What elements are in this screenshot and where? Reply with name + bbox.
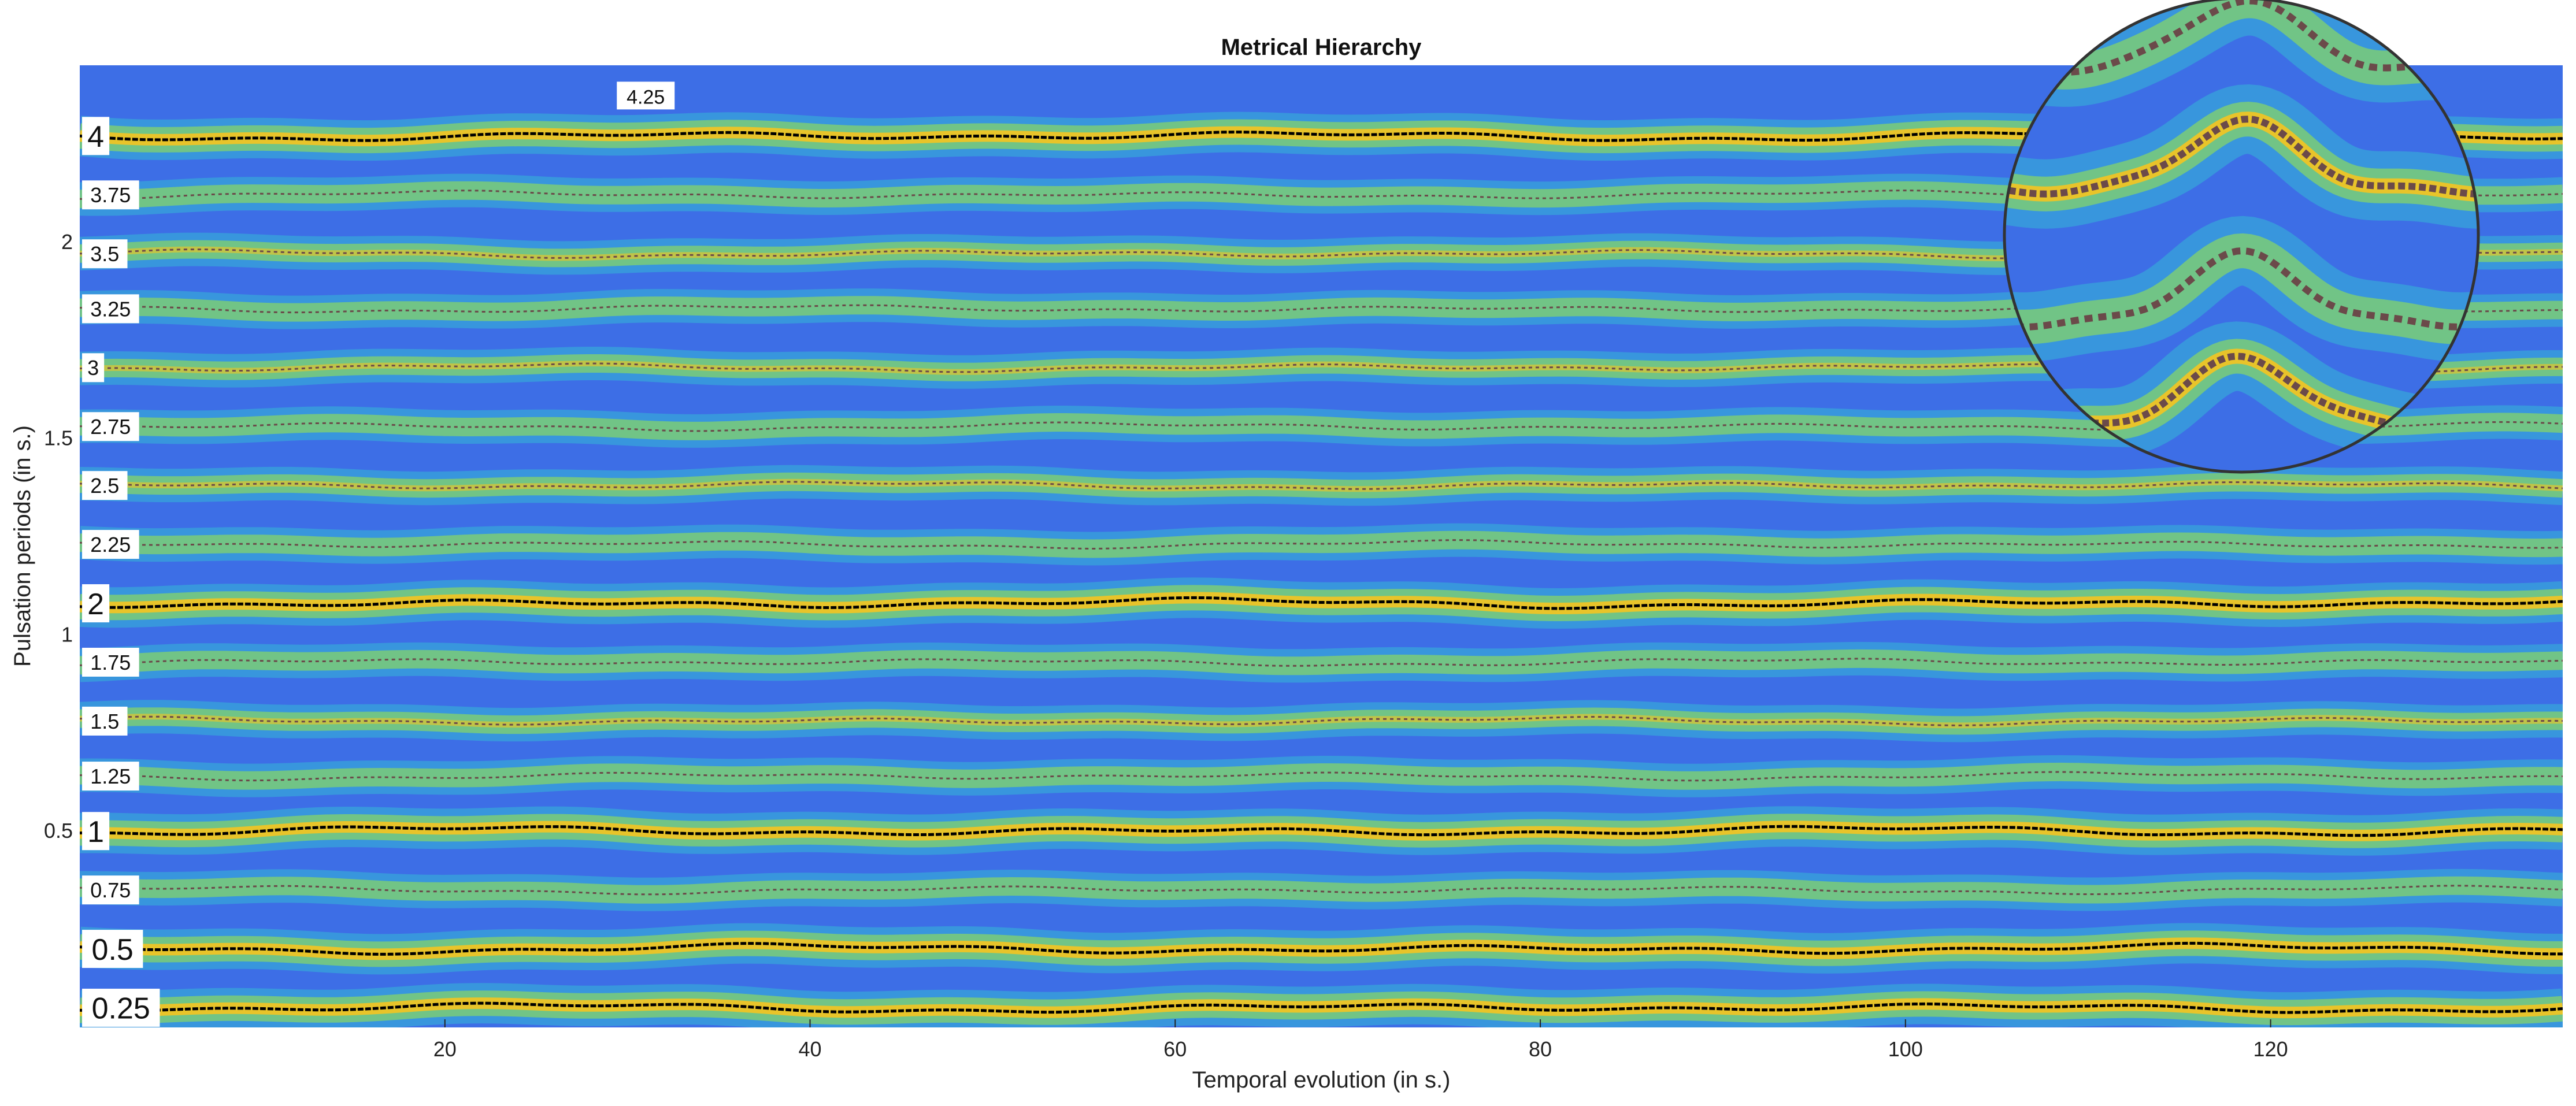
secondary-tracking-curve — [80, 885, 2563, 896]
y-tick-label: 0.5 — [44, 819, 73, 843]
level-label: 2.25 — [90, 533, 131, 556]
level-label-box — [82, 706, 128, 736]
inset-tracking-curve — [2004, 247, 2478, 331]
level-label: 2.75 — [90, 415, 131, 439]
y-axis-label: Pulsation periods (in s.) — [10, 425, 35, 667]
secondary-tracking-curve — [80, 771, 2563, 782]
level-label: 0.25 — [92, 992, 150, 1026]
level-label: 2.5 — [90, 474, 119, 498]
level-label-box — [617, 81, 675, 110]
level-label: 2 — [87, 588, 104, 621]
y-tick-label: 1 — [61, 622, 73, 646]
level-label: 3.5 — [90, 242, 119, 266]
level-label-box — [82, 412, 139, 441]
main-tracking-curve — [80, 1001, 2563, 1014]
main-tracking-curve — [80, 825, 2563, 837]
level-label-box — [82, 930, 143, 968]
y-tick-label: 1.5 — [44, 426, 73, 450]
level-label: 1.75 — [90, 651, 131, 674]
level-label-box — [82, 353, 105, 383]
secondary-tracking-curve — [80, 481, 2563, 490]
secondary-tracking-curve — [80, 539, 2563, 550]
level-label-box — [82, 762, 139, 791]
level-label: 0.5 — [92, 933, 134, 967]
level-label-box — [82, 471, 128, 500]
inset-border — [2003, 0, 2480, 474]
level-label: 1.25 — [90, 764, 131, 788]
level-label-box — [82, 117, 110, 155]
level-label: 0.75 — [90, 878, 131, 902]
secondary-tracking-curve — [80, 658, 2563, 667]
x-tick-label: 100 — [1888, 1037, 1923, 1061]
level-label-box — [82, 530, 139, 559]
y-tick-label: 2 — [61, 230, 73, 254]
level-label-box — [82, 294, 139, 324]
chart-title: Metrical Hierarchy — [1221, 35, 1422, 60]
level-label: 3.25 — [90, 297, 131, 321]
x-tick-label: 80 — [1529, 1037, 1552, 1061]
level-label-box — [82, 180, 139, 210]
level-label-box — [82, 875, 139, 905]
level-label-box — [82, 812, 110, 851]
level-label: 3 — [87, 356, 99, 380]
x-tick-label: 120 — [2253, 1037, 2288, 1061]
level-label: 4.25 — [627, 86, 665, 108]
x-axis-label: Temporal evolution (in s.) — [1192, 1067, 1451, 1093]
main-tracking-curve — [80, 596, 2563, 610]
level-label: 3.75 — [90, 183, 131, 207]
level-label-box — [82, 239, 128, 269]
x-axis-ticks: 20 40 60 80 100 120 — [433, 1019, 2288, 1061]
x-tick-label: 20 — [433, 1037, 457, 1061]
level-label: 1.5 — [90, 710, 119, 733]
main-tracking-curve — [80, 941, 2563, 956]
level-label: 4 — [87, 120, 104, 154]
y-axis-ticks: 0.5 1 1.5 2 — [44, 230, 73, 843]
x-tick-label: 60 — [1163, 1037, 1187, 1061]
level-label-box — [82, 647, 139, 677]
secondary-tracking-curve — [80, 715, 2563, 726]
level-label-box — [82, 584, 110, 623]
level-label-box — [82, 989, 160, 1027]
level-label: 1 — [87, 815, 104, 849]
x-tick-label: 40 — [799, 1037, 822, 1061]
level-labels: 4 3.75 3.5 3.25 3 2.75 2.5 2.25 2 1.75 1.5 1.25 1 0.7… — [82, 81, 675, 1027]
inset-tracking-curve — [2004, 116, 2478, 198]
